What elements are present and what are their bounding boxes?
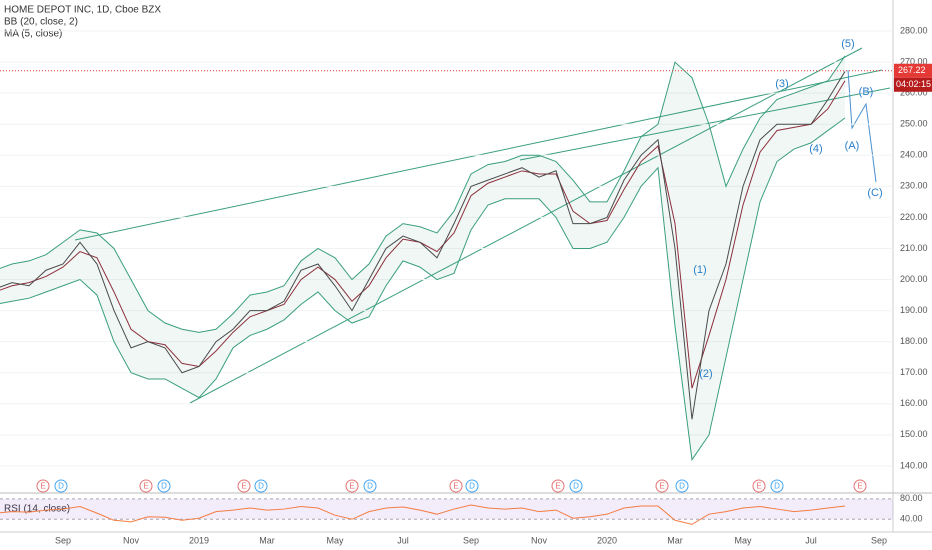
x-tick-label: Mar bbox=[667, 535, 683, 545]
y-tick-label: 200.00 bbox=[900, 274, 928, 284]
wave-label: (B) bbox=[859, 86, 874, 98]
marker-label: D bbox=[469, 482, 475, 491]
x-tick-label: Nov bbox=[123, 535, 140, 545]
marker-label: E bbox=[756, 482, 761, 491]
x-tick-label: Sep bbox=[55, 535, 71, 545]
x-tick-label: Sep bbox=[463, 535, 479, 545]
marker-label: E bbox=[555, 482, 560, 491]
rsi-band bbox=[0, 499, 893, 519]
x-tick-label: 2020 bbox=[597, 535, 617, 545]
wave-label: (C) bbox=[867, 187, 882, 199]
wave-label: (3) bbox=[775, 78, 788, 90]
wave-label: (2) bbox=[699, 368, 712, 380]
y-tick-label: 240.00 bbox=[900, 150, 928, 160]
marker-label: D bbox=[774, 482, 780, 491]
marker-label: D bbox=[58, 482, 64, 491]
y-tick-label: 170.00 bbox=[900, 367, 928, 377]
y-tick-label: 210.00 bbox=[900, 243, 928, 253]
marker-label: D bbox=[679, 482, 685, 491]
chart: HOME DEPOT INC, 1D, Cboe BZX BB (20, clo… bbox=[0, 0, 932, 550]
x-tick-label: 2019 bbox=[189, 535, 209, 545]
marker-label: E bbox=[453, 482, 458, 491]
marker-label: E bbox=[143, 482, 148, 491]
marker-label: E bbox=[241, 482, 246, 491]
x-tick-label: May bbox=[734, 535, 752, 545]
x-tick-label: Jul bbox=[805, 535, 817, 545]
marker-label: E bbox=[659, 482, 664, 491]
marker-label: D bbox=[573, 482, 579, 491]
y-tick-label: 230.00 bbox=[900, 181, 928, 191]
y-tick-label: 220.00 bbox=[900, 212, 928, 222]
x-tick-label: Jul bbox=[397, 535, 409, 545]
marker-label: D bbox=[161, 482, 167, 491]
price-tag-label: 267.22 bbox=[898, 65, 926, 75]
rsi-tick-label: 40.00 bbox=[900, 514, 923, 524]
wave-label: (5) bbox=[841, 38, 854, 50]
rsi-tick-label: 80.00 bbox=[900, 493, 923, 503]
background bbox=[0, 0, 932, 550]
y-tick-label: 250.00 bbox=[900, 119, 928, 129]
chart-title: HOME DEPOT INC, 1D, Cboe BZX bbox=[4, 5, 161, 16]
countdown-label: 04:02:15 bbox=[896, 79, 931, 89]
wave-label: (1) bbox=[693, 264, 706, 276]
wave-label: (4) bbox=[809, 143, 822, 155]
y-tick-label: 280.00 bbox=[900, 25, 928, 35]
x-tick-label: Mar bbox=[259, 535, 275, 545]
x-tick-label: Nov bbox=[531, 535, 548, 545]
marker-label: D bbox=[367, 482, 373, 491]
y-tick-label: 190.00 bbox=[900, 305, 928, 315]
legend-entry: BB (20, close, 2) bbox=[4, 17, 78, 28]
y-tick-label: 180.00 bbox=[900, 336, 928, 346]
marker-label: D bbox=[258, 482, 264, 491]
legend-entry: MA (5, close) bbox=[4, 29, 62, 40]
marker-label: E bbox=[857, 482, 862, 491]
x-tick-label: May bbox=[326, 535, 344, 545]
marker-label: E bbox=[349, 482, 354, 491]
x-tick-label: Sep bbox=[871, 535, 887, 545]
y-tick-label: 140.00 bbox=[900, 460, 928, 470]
y-tick-label: 160.00 bbox=[900, 398, 928, 408]
y-tick-label: 150.00 bbox=[900, 429, 928, 439]
wave-label: (A) bbox=[845, 140, 860, 152]
marker-label: E bbox=[40, 482, 45, 491]
